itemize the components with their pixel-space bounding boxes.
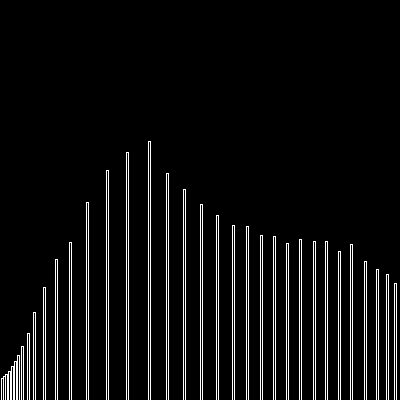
- bar: [148, 141, 151, 400]
- bar: [364, 261, 367, 400]
- bar: [166, 173, 169, 400]
- bar: [273, 236, 276, 400]
- bar: [86, 202, 89, 400]
- bar: [43, 287, 46, 400]
- bar: [27, 333, 30, 400]
- bar: [232, 225, 235, 400]
- bar-series: [1, 141, 397, 400]
- bar: [55, 259, 58, 400]
- bar: [126, 152, 129, 400]
- bar: [299, 239, 302, 400]
- bar: [8, 371, 11, 400]
- bar: [11, 366, 14, 400]
- bar: [69, 242, 72, 400]
- bar: [5, 374, 8, 400]
- bar: [200, 204, 203, 400]
- bar: [14, 361, 17, 400]
- bar: [216, 215, 219, 400]
- bar: [183, 189, 186, 400]
- bar: [376, 269, 379, 400]
- bar: [325, 241, 328, 400]
- bar: [386, 274, 389, 400]
- bar: [33, 312, 36, 400]
- bar: [286, 243, 289, 400]
- bar: [106, 170, 109, 400]
- bar: [260, 235, 263, 400]
- bar: [21, 346, 24, 400]
- bar: [17, 355, 20, 400]
- bar: [313, 241, 316, 400]
- bar: [350, 244, 353, 400]
- bar: [394, 283, 397, 400]
- bar: [246, 226, 249, 400]
- bar: [338, 251, 341, 400]
